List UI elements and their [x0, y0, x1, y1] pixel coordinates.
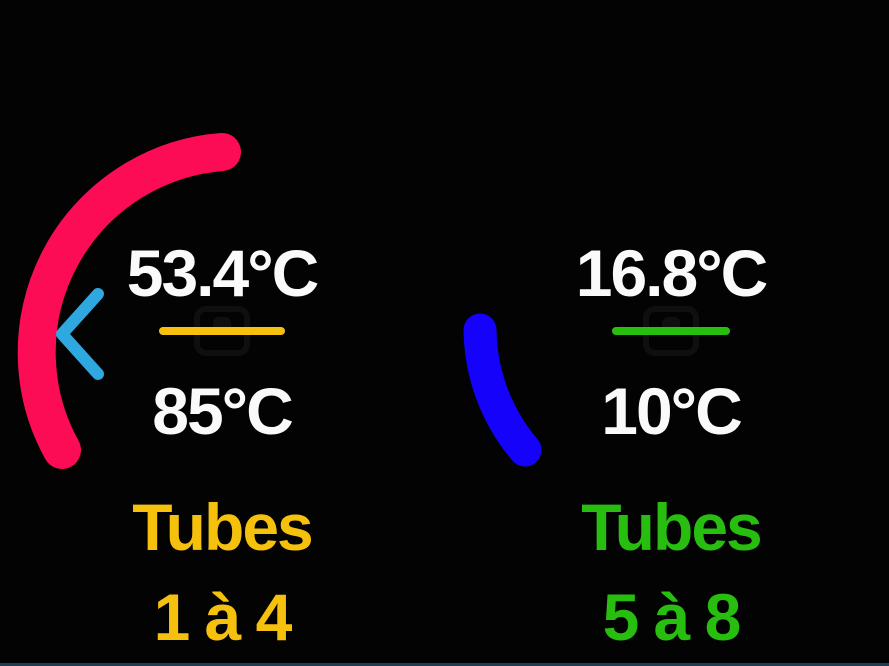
current-temperature: 16.8°C [575, 236, 769, 310]
back-button[interactable] [46, 282, 114, 386]
gauge-label: Tubes [132, 490, 313, 564]
gauge-label: Tubes [581, 490, 762, 564]
gauge-range-label: 1 à 4 [153, 580, 293, 654]
chevron-left-icon [56, 288, 104, 380]
setpoint-temperature: 85°C [152, 374, 293, 448]
bottom-edge-line [0, 663, 889, 666]
setpoint-divider-line [159, 327, 285, 335]
current-temperature: 53.4°C [126, 236, 320, 310]
left-gauge-arc [17, 133, 241, 469]
gauge-tubes-1-4[interactable]: 53.4°C 85°C Tubes 1 à 4 [60, 0, 384, 666]
gauge-range-label: 5 à 8 [602, 580, 742, 654]
setpoint-divider-line [612, 327, 730, 335]
gauge-tubes-5-8[interactable]: 16.8°C 10°C Tubes 5 à 8 [511, 0, 831, 666]
setpoint-temperature: 10°C [601, 374, 742, 448]
right-gauge-arc [463, 313, 542, 467]
